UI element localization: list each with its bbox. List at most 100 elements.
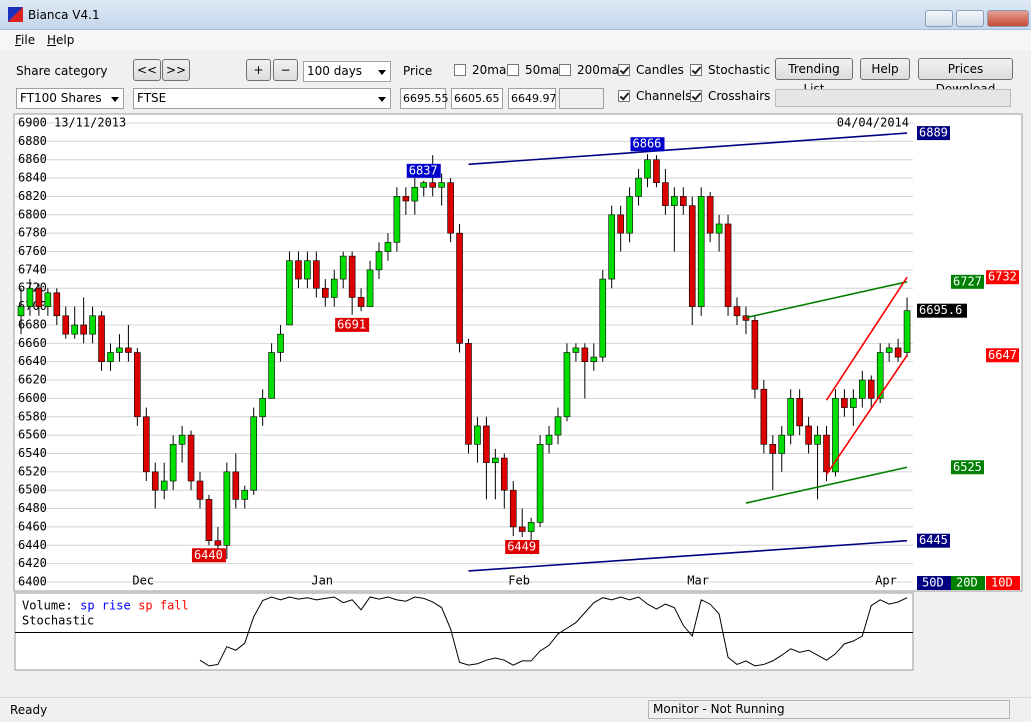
annotation: 6837: [409, 163, 438, 177]
candle-body: [563, 352, 571, 418]
dropdown[interactable]: FTSE: [133, 88, 391, 109]
channel-line: [468, 132, 908, 166]
checkbox-box[interactable]: [690, 90, 702, 102]
candle-body: [903, 310, 911, 353]
channel-tag-bg: [986, 270, 1019, 285]
menu-item[interactable]: File: [15, 33, 36, 47]
y-tick-label: 6640: [18, 354, 47, 368]
candle-body: [241, 489, 249, 500]
button[interactable]: −: [273, 59, 298, 81]
y-tick-label: 6820: [18, 189, 47, 203]
candle-body: [662, 182, 669, 206]
channel-tag-bg: [917, 533, 950, 548]
price-field: 6649.97: [508, 88, 557, 109]
checkbox-label: Channels: [636, 89, 692, 103]
annotation: 6449: [507, 540, 536, 554]
y-tick-label: 6600: [18, 391, 47, 405]
y-tick-label: 6480: [18, 501, 47, 515]
dropdown[interactable]: FT100 Shares: [16, 88, 124, 109]
button[interactable]: Help: [860, 58, 910, 80]
candle-body: [232, 471, 240, 500]
candle-body: [295, 260, 302, 280]
candle-body: [626, 196, 633, 234]
candle-body: [375, 251, 383, 271]
checkbox-label: 200ma: [577, 63, 619, 77]
candle-body: [876, 352, 884, 399]
candle-body: [796, 398, 803, 427]
menu-item[interactable]: Help: [47, 33, 75, 47]
channel-tag: 6647: [988, 348, 1017, 362]
channel-tag-bg: [951, 460, 984, 475]
menu-bar: File Help: [0, 30, 1031, 50]
candle-body: [205, 499, 213, 541]
button[interactable]: Trending List: [775, 58, 853, 96]
dropdown[interactable]: 100 days: [303, 61, 391, 82]
candle-body: [44, 292, 52, 307]
x-tick-label: Dec: [132, 574, 154, 588]
stochastic-line: [199, 596, 908, 667]
candle-body: [71, 324, 78, 335]
candle-body: [805, 425, 812, 445]
candle-body: [268, 352, 275, 399]
button[interactable]: +: [246, 59, 271, 81]
candle-body: [80, 324, 87, 335]
status-text: Ready: [10, 703, 48, 717]
candle-body: [536, 443, 544, 523]
annotation-bg: [191, 548, 226, 563]
channel-line: [825, 276, 908, 401]
checkbox-box[interactable]: [454, 64, 466, 76]
channel-tag-bg: [986, 348, 1019, 363]
checkbox-box[interactable]: [507, 64, 519, 76]
legend-swatch: [917, 576, 951, 590]
legend-text: sp rise: [80, 599, 131, 613]
candle-body: [250, 416, 257, 491]
candle-body: [492, 457, 499, 463]
candle-body: [17, 306, 25, 317]
price-field: 6605.65: [451, 88, 503, 109]
maximize-button[interactable]: [956, 10, 984, 27]
candle-body: [599, 278, 607, 358]
channel-line: [468, 539, 908, 572]
candle-body: [178, 434, 186, 445]
candle-body: [608, 214, 616, 280]
candle-body: [518, 526, 526, 532]
candle-body: [143, 416, 150, 473]
button[interactable]: >>: [162, 59, 190, 81]
candle-body: [116, 347, 123, 353]
button[interactable]: Prices Download: [918, 58, 1013, 96]
y-tick-label: 6900: [18, 116, 47, 130]
candle-body: [644, 159, 651, 179]
y-tick-label: 6580: [18, 409, 47, 423]
candle-body: [483, 425, 490, 463]
candle-body: [769, 443, 777, 454]
legend-text: sp fall: [138, 599, 189, 613]
checkbox-box[interactable]: [690, 64, 702, 76]
annotation-bg: [505, 540, 540, 555]
y-tick-label: 6540: [18, 446, 47, 460]
y-tick-label: 6460: [18, 519, 47, 533]
close-button[interactable]: [987, 10, 1029, 27]
candle-body: [679, 196, 687, 206]
candle-body: [313, 260, 320, 289]
channel-tag: 6727: [953, 274, 982, 288]
candle-body: [697, 196, 705, 307]
price-field: 6695.55: [400, 88, 449, 109]
candle-body: [778, 434, 786, 454]
checkbox-box[interactable]: [618, 90, 630, 102]
candle-body: [465, 343, 472, 445]
annotation-bg: [335, 317, 370, 332]
checkbox-label: Crosshairs: [708, 89, 771, 103]
candle-body: [885, 347, 893, 353]
candle-body: [733, 306, 741, 317]
minimize-button[interactable]: [925, 10, 953, 27]
channel-tag: 6889: [919, 126, 948, 140]
button[interactable]: <<: [133, 59, 161, 81]
checkbox-box[interactable]: [559, 64, 571, 76]
x-tick-label: Apr: [875, 574, 897, 588]
checkbox-box[interactable]: [618, 64, 630, 76]
candle-body: [196, 480, 204, 500]
candle-body: [26, 287, 34, 307]
legend-swatch: [986, 576, 1020, 590]
